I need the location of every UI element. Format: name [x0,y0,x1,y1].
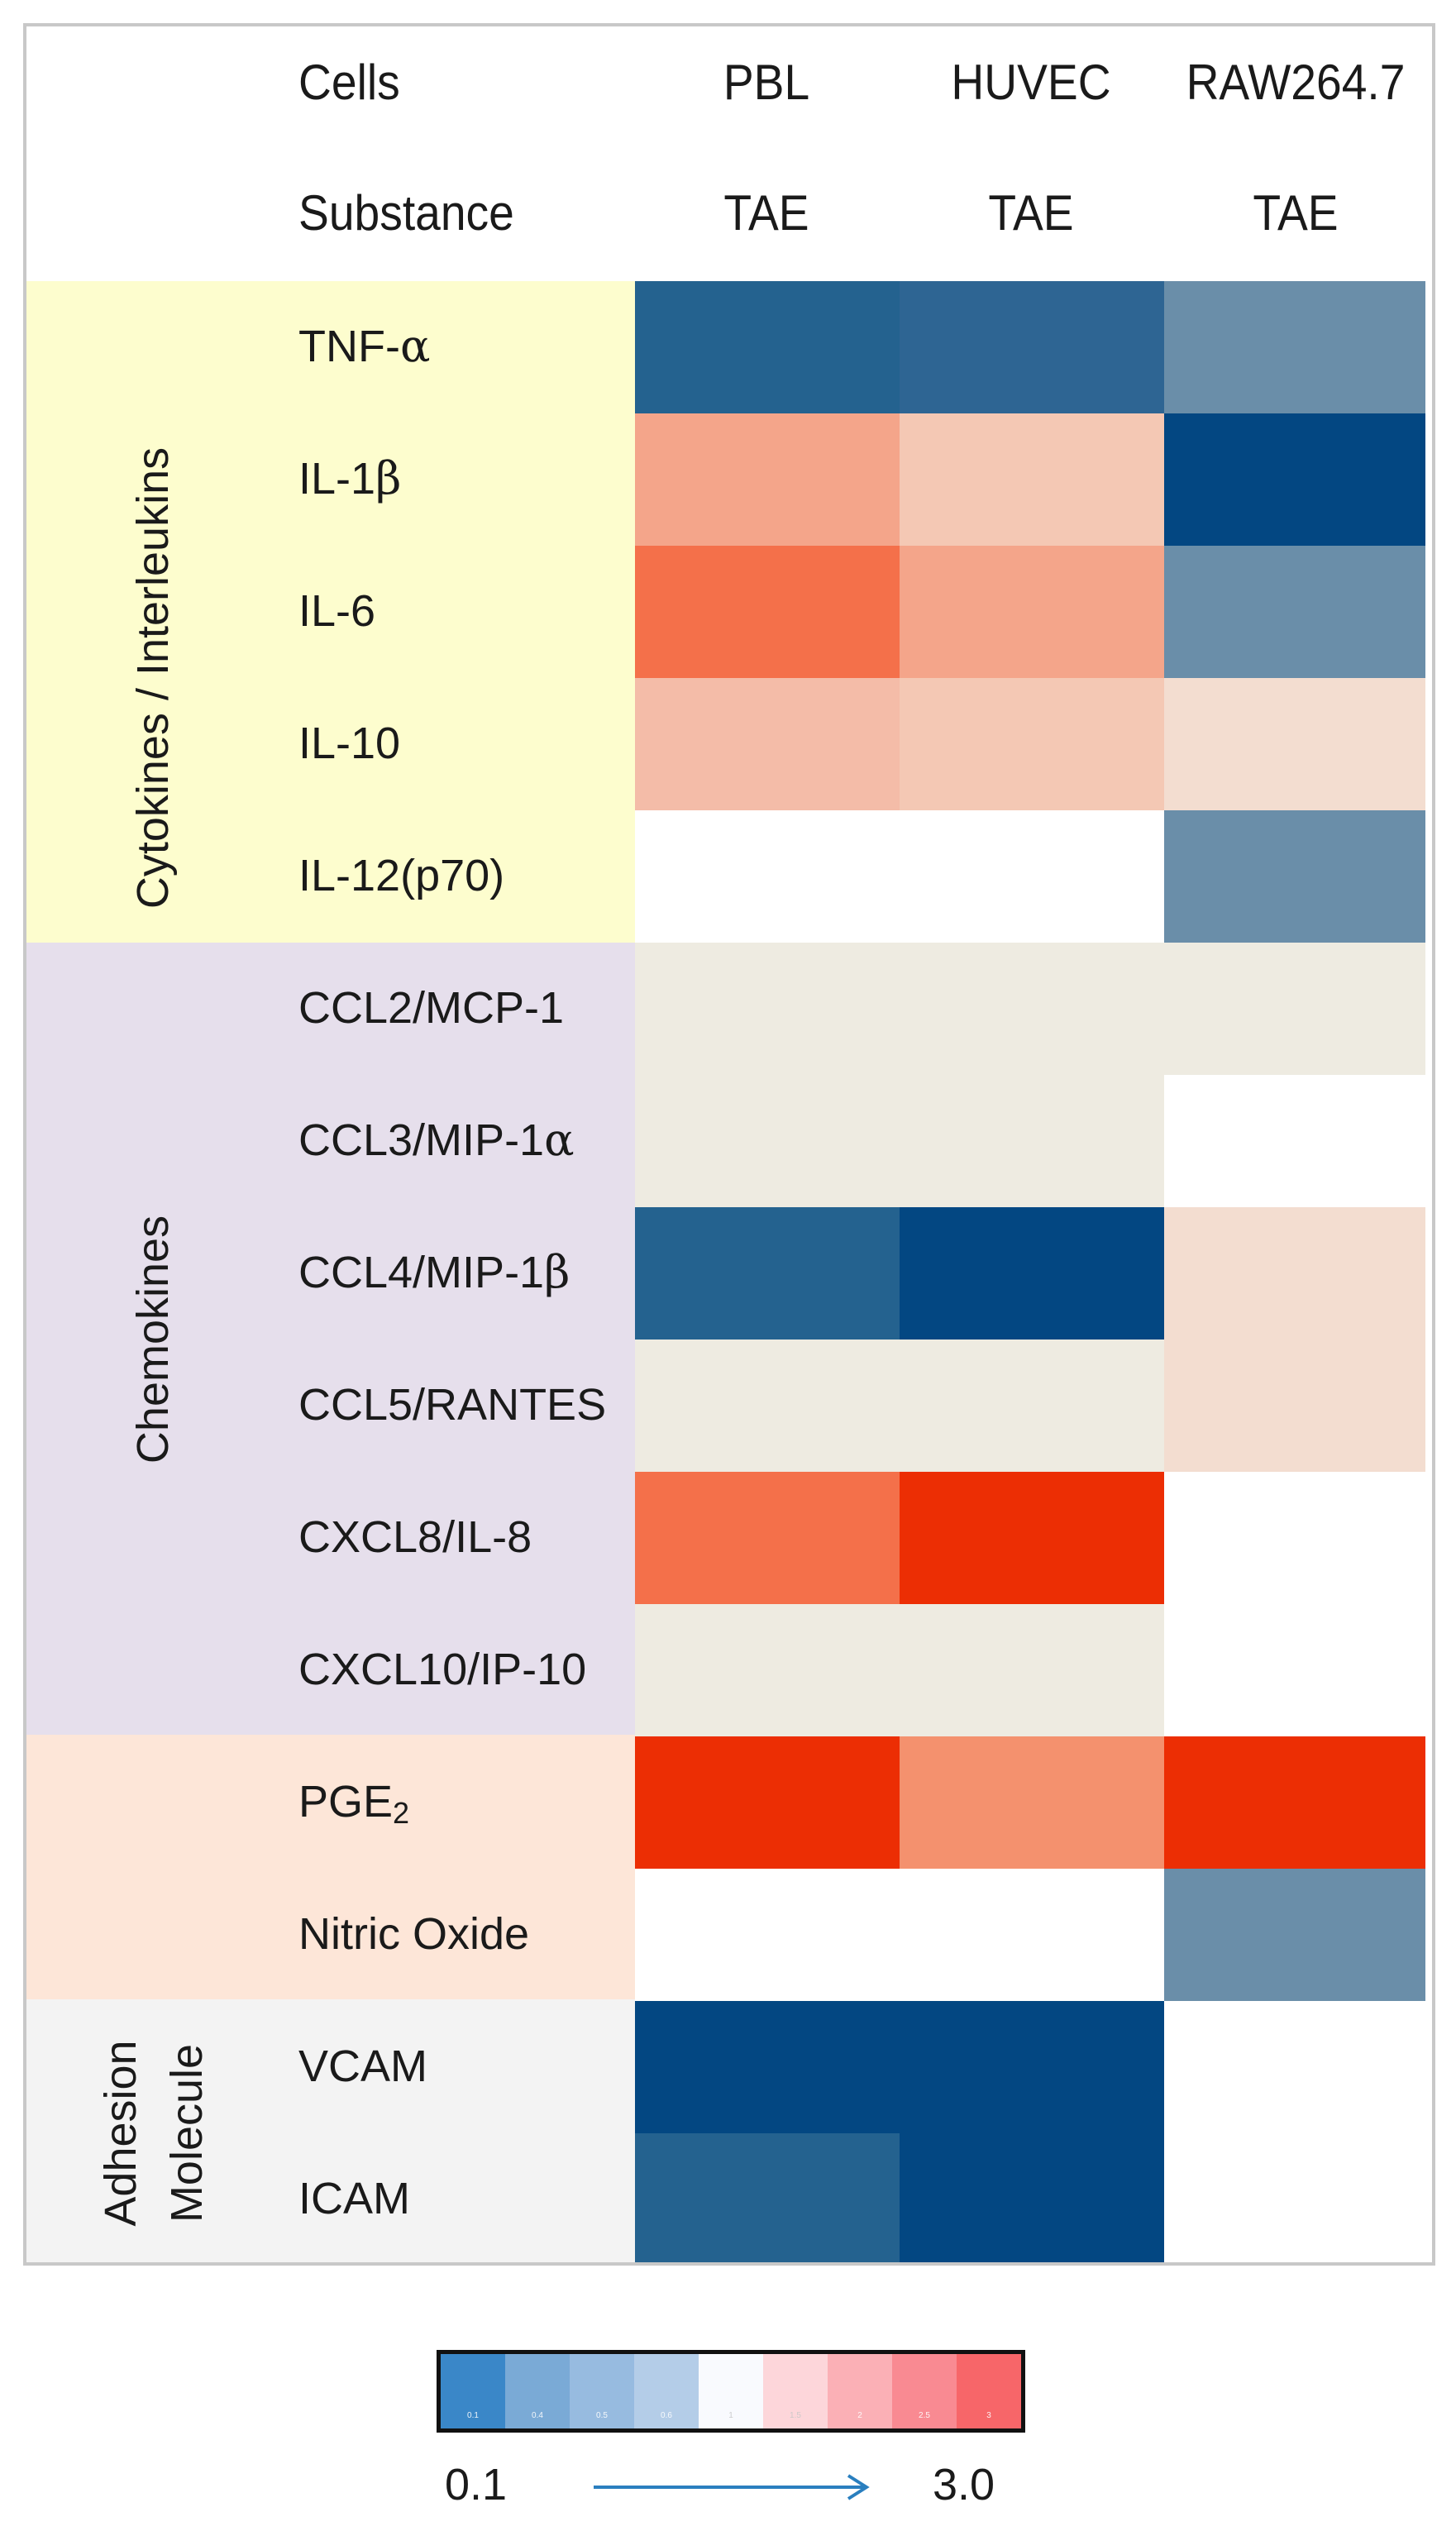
row-label-cxcl10: CXCL10/IP-10 [298,1645,587,1694]
legend-swatch-tick: 0.4 [532,2411,543,2420]
legend-swatch-tick: 2 [857,2411,862,2420]
row-label-vcam: VCAM [298,2042,428,2091]
legend-swatch: 3 [957,2354,1021,2428]
heatmap-cell-cxcl10-ip-10-pbl-tae [635,1604,900,1736]
group-band-cytokines [26,281,645,943]
column-header-cell-huvec: HUVEC [951,55,1111,110]
color-scale-legend: 0.1 0.4 0.5 0.6 1 1.5 2 2.5 3 [437,2350,1025,2433]
row-label-icam: ICAM [298,2174,410,2223]
heatmap-cell-ccl3-mip-1-huvec-tae [900,1075,1164,1207]
heatmap-cell-il-10-huvec-tae [900,678,1164,810]
legend-swatch-tick: 0.5 [596,2411,608,2420]
heatmap-cell-vcam-raw264-7-tae [1164,2001,1425,2133]
heatmap-cell-nitric-oxide-huvec-tae [900,1869,1164,2001]
heatmap-cell-icam-pbl-tae [635,2133,900,2262]
heatmap-cell-ccl2-mcp-1-huvec-tae [900,943,1164,1075]
heatmap-cell-il-1-huvec-tae [900,413,1164,546]
column-header-cell-raw264: RAW264.7 [1186,55,1406,110]
heatmap-cell-icam-huvec-tae [900,2133,1164,2262]
legend-swatch-tick: 1.5 [790,2411,801,2420]
heatmap-cell-cxcl8-il-8-huvec-tae [900,1472,1164,1604]
legend-swatch-tick: 1 [728,2411,733,2420]
row-label-ccl4: CCL4/MIP-1β [298,1246,570,1298]
heatmap-cell-ccl4-mip-1-pbl-tae [635,1207,900,1340]
heatmap-cell-ccl3-mip-1-raw264-7-tae [1164,1075,1425,1207]
column-header-substance-raw264: TAE [1253,185,1339,241]
group-label-chemokines: Chemokines [128,1215,178,1464]
heatmap-cell-tnf-raw264-7-tae [1164,281,1425,413]
heatmap-cell-ccl2-mcp-1-raw264-7-tae [1164,943,1425,1075]
row-label-il-1beta: IL-1β [298,452,402,504]
heatmap-cell-ccl5-rantes-pbl-tae [635,1340,900,1472]
group-band-chemokines [26,943,645,1735]
heatmap-cell-ccl4-mip-1-raw264-7-tae [1164,1207,1425,1340]
row-label-il-12: IL-12(p70) [298,851,505,900]
column-header-substance-pbl: TAE [723,185,809,241]
legend-swatch-tick: 0.1 [467,2411,479,2420]
heatmap-cell-il-10-pbl-tae [635,678,900,810]
heatmap-cell-tnf-pbl-tae [635,281,900,413]
legend-swatch: 1 [699,2354,763,2428]
heatmap-cell-il-10-raw264-7-tae [1164,678,1425,810]
heatmap-cell-pge2-huvec-tae [900,1736,1164,1869]
heatmap-cell-icam-raw264-7-tae [1164,2133,1425,2262]
heatmap-cell-ccl3-mip-1-pbl-tae [635,1075,900,1207]
legend-swatch: 0.5 [570,2354,634,2428]
group-label-adhesion-line1: Adhesion [96,2040,146,2227]
legend-swatch-tick: 0.6 [661,2411,672,2420]
row-label-nitric-oxide: Nitric Oxide [298,1909,530,1959]
heatmap-cell-cxcl8-il-8-pbl-tae [635,1472,900,1604]
heatmap-cell-cxcl10-ip-10-huvec-tae [900,1604,1164,1736]
group-label-cytokines: Cytokines / Interleukins [128,447,178,910]
heatmap-cell-il-6-pbl-tae [635,546,900,678]
heatmap-cell-ccl4-mip-1-huvec-tae [900,1207,1164,1340]
row-label-cxcl8: CXCL8/IL-8 [298,1512,532,1562]
legend-swatch: 0.4 [505,2354,570,2428]
heatmap-cell-il-6-huvec-tae [900,546,1164,678]
legend-swatch-tick: 2.5 [919,2411,930,2420]
legend-swatch: 1.5 [763,2354,828,2428]
column-header-substance-huvec: TAE [988,185,1074,241]
legend-swatch: 0.1 [441,2354,505,2428]
legend-swatch-tick: 3 [986,2411,991,2420]
cells-header-label: Cells [298,55,400,110]
heatmap-cell-pge2-pbl-tae [635,1736,900,1869]
row-label-ccl3: CCL3/MIP-1α [298,1114,575,1166]
legend-swatch: 2 [828,2354,892,2428]
column-header-cell-pbl: PBL [723,55,810,110]
heatmap-cell-vcam-pbl-tae [635,2001,900,2133]
heatmap-cell-cxcl8-il-8-raw264-7-tae [1164,1472,1425,1604]
heatmap-cell-vcam-huvec-tae [900,2001,1164,2133]
heatmap-cell-pge2-raw264-7-tae [1164,1736,1425,1869]
heatmap-cell-il-12-p70-pbl-tae [635,810,900,943]
heatmap-cell-il-6-raw264-7-tae [1164,546,1425,678]
heatmap-cell-cxcl10-ip-10-raw264-7-tae [1164,1604,1425,1736]
heatmap-cell-nitric-oxide-pbl-tae [635,1869,900,2001]
heatmap-cell-ccl2-mcp-1-pbl-tae [635,943,900,1075]
group-band-adhesion [26,1999,645,2262]
row-label-pge2: PGE2 [298,1777,410,1830]
group-label-adhesion-line2: Molecule [162,2043,212,2223]
row-label-ccl2: CCL2/MCP-1 [298,983,565,1033]
row-label-il-6: IL-6 [298,586,376,636]
legend-max-label: 3.0 [933,2460,995,2510]
substance-header-label: Substance [298,185,514,241]
heatmap-cell-ccl5-rantes-raw264-7-tae [1164,1340,1425,1472]
heatmap-cell-il-12-p70-raw264-7-tae [1164,810,1425,943]
legend-min-label: 0.1 [445,2460,508,2510]
heatmap-cell-nitric-oxide-raw264-7-tae [1164,1869,1425,2001]
heatmap-cell-il-1-pbl-tae [635,413,900,546]
row-label-tnf-alpha: TNF-α [298,320,431,372]
legend-swatch: 2.5 [892,2354,957,2428]
group-band-mediators [26,1735,645,1999]
heatmap-cell-il-12-p70-huvec-tae [900,810,1164,943]
legend-arrow-icon [594,2474,870,2500]
legend-swatch: 0.6 [634,2354,699,2428]
row-label-ccl5: CCL5/RANTES [298,1380,607,1430]
row-label-il-10: IL-10 [298,719,401,768]
heatmap-cell-tnf-huvec-tae [900,281,1164,413]
heatmap-cell-il-1-raw264-7-tae [1164,413,1425,546]
heatmap-cell-ccl5-rantes-huvec-tae [900,1340,1164,1472]
